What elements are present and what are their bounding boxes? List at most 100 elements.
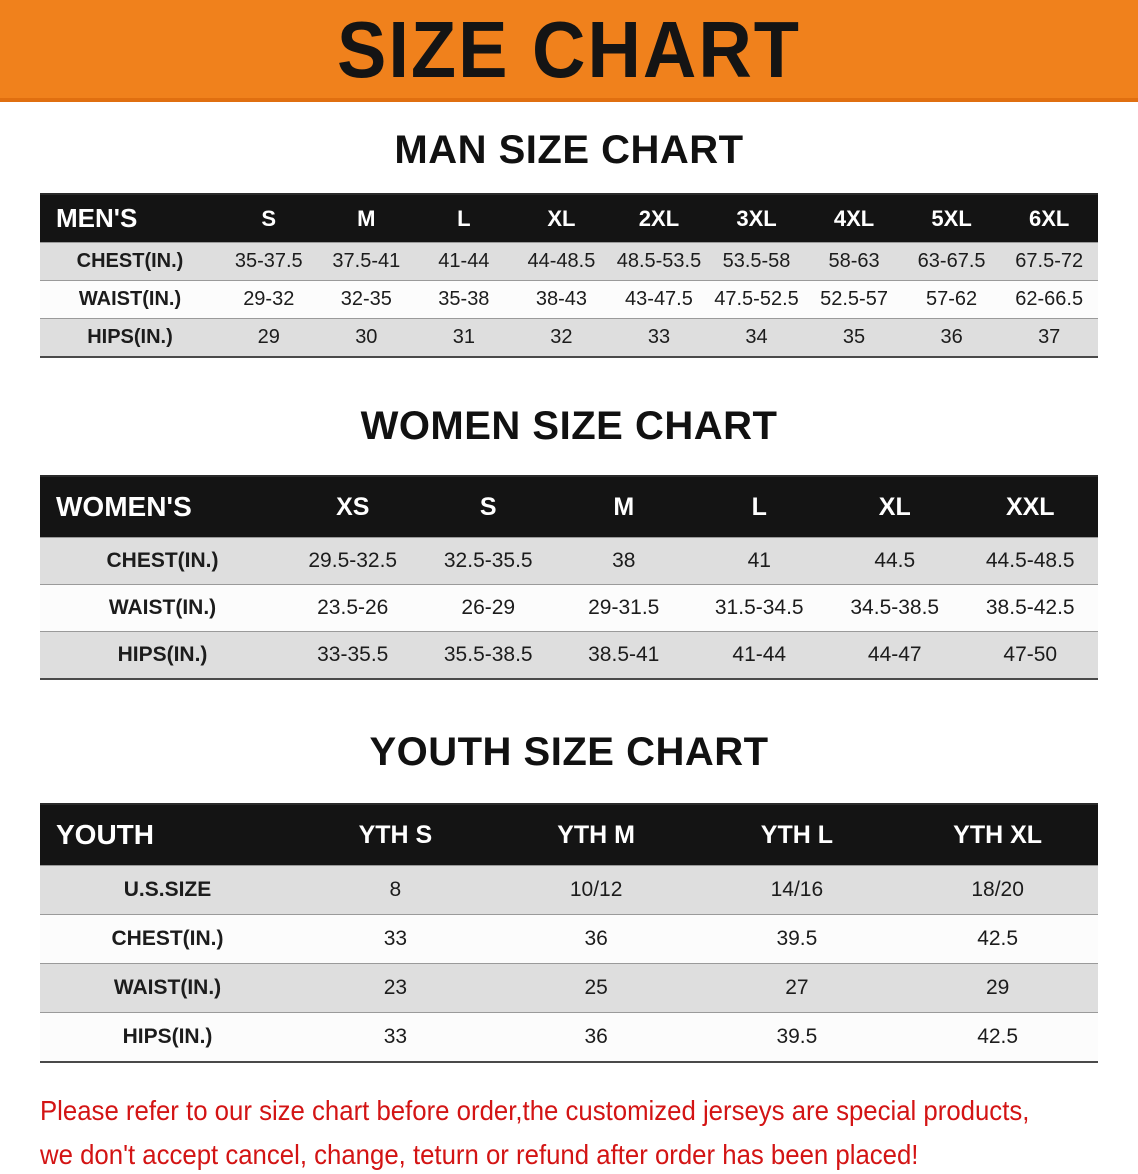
- table-row: CHEST(IN.) 29.5-32.5 32.5-35.5 38 41 44.5 44.5…: [40, 537, 1098, 585]
- men-section-heading: MAN SIZE CHART: [394, 128, 744, 172]
- size-column-header: 4XL: [805, 194, 903, 243]
- size-value: 52.5-57: [805, 280, 903, 319]
- size-value: 41-44: [691, 631, 827, 680]
- women-size-section: WOMEN SIZE CHART WOMEN'S XS S M L XL XXL CHEST(…: [0, 404, 1138, 680]
- size-column-header: 6XL: [1000, 194, 1098, 243]
- size-value: 41-44: [415, 242, 513, 281]
- table-header-row: WOMEN'S XS S M L XL XXL: [40, 476, 1098, 538]
- row-label: HIPS(IN.): [40, 631, 285, 680]
- size-value: 67.5-72: [1000, 242, 1098, 281]
- size-value: 62-66.5: [1000, 280, 1098, 319]
- row-label: HIPS(IN.): [40, 1012, 295, 1063]
- row-label: WAIST(IN.): [40, 963, 295, 1013]
- note-line-2: we don't accept cancel, change, teturn o…: [40, 1139, 919, 1171]
- row-label: WAIST(IN.): [40, 280, 220, 319]
- table-row: WAIST(IN.) 23.5-26 26-29 29-31.5 31.5-34.5 34…: [40, 584, 1098, 632]
- size-value: 44-48.5: [512, 242, 611, 281]
- banner: SIZE CHART: [0, 0, 1138, 102]
- size-column-header: S: [420, 476, 556, 538]
- row-label: HIPS(IN.): [40, 318, 220, 358]
- size-value: 33: [610, 318, 708, 358]
- table-row: HIPS(IN.) 33-35.5 35.5-38.5 38.5-41 41-44 44-…: [40, 631, 1098, 680]
- size-value: 29-31.5: [556, 584, 692, 632]
- size-value: 37.5-41: [317, 242, 416, 281]
- size-column-header: XXL: [962, 476, 1098, 538]
- size-value: 26-29: [420, 584, 556, 632]
- men-size-section: MAN SIZE CHART MEN'S S M L XL 2XL 3XL 4XL 5XL 6XL…: [0, 128, 1138, 358]
- row-label: CHEST(IN.): [40, 537, 285, 585]
- table-header-row: YOUTH YTH S YTH M YTH L YTH XL: [40, 804, 1098, 866]
- row-label: U.S.SIZE: [40, 865, 295, 915]
- size-column-header: YTH L: [696, 804, 898, 866]
- size-column-header: L: [691, 476, 827, 538]
- size-value: 57-62: [902, 280, 1001, 319]
- size-value: 14/16: [696, 865, 898, 915]
- table-header-row: MEN'S S M L XL 2XL 3XL 4XL 5XL 6XL: [40, 194, 1098, 243]
- row-label: CHEST(IN.): [40, 914, 295, 964]
- size-value: 32: [512, 318, 611, 358]
- footer-note: Please refer to our size chart before or…: [40, 1093, 1128, 1174]
- table-row: WAIST(IN.) 29-32 32-35 35-38 38-43 43-47.5 47.…: [40, 280, 1098, 319]
- size-column-header: M: [556, 476, 692, 538]
- men-size-table: MEN'S S M L XL 2XL 3XL 4XL 5XL 6XL CHEST(IN.) 35-37…: [40, 193, 1098, 358]
- size-value: 37: [1000, 318, 1098, 358]
- size-value: 8: [295, 865, 496, 915]
- size-value: 39.5: [696, 914, 898, 964]
- size-value: 47.5-52.5: [707, 280, 806, 319]
- table-row: HIPS(IN.) 29 30 31 32 33 34 35 36 37: [40, 318, 1098, 358]
- size-value: 34: [707, 318, 806, 358]
- size-value: 23: [295, 963, 496, 1013]
- size-column-header: L: [415, 194, 513, 243]
- size-value: 58-63: [805, 242, 903, 281]
- size-value: 33: [295, 1012, 496, 1063]
- size-value: 34.5-38.5: [827, 584, 963, 632]
- size-value: 41: [691, 537, 827, 585]
- table-corner-label: WOMEN'S: [40, 476, 285, 538]
- row-label: WAIST(IN.): [40, 584, 285, 632]
- size-column-header: XL: [512, 194, 611, 243]
- size-value: 39.5: [696, 1012, 898, 1063]
- youth-size-section: YOUTH SIZE CHART YOUTH YTH S YTH M YTH L YTH…: [0, 730, 1138, 1063]
- size-value: 32-35: [317, 280, 416, 319]
- size-value: 43-47.5: [610, 280, 708, 319]
- size-value: 23.5-26: [285, 584, 421, 632]
- size-value: 36: [495, 914, 697, 964]
- size-value: 33-35.5: [285, 631, 421, 680]
- size-value: 63-67.5: [902, 242, 1001, 281]
- table-corner-label: YOUTH: [40, 804, 295, 866]
- size-value: 42.5: [897, 1012, 1098, 1063]
- size-value: 29: [220, 318, 318, 358]
- size-value: 48.5-53.5: [610, 242, 708, 281]
- table-row: CHEST(IN.) 35-37.5 37.5-41 41-44 44-48.5 48.5…: [40, 242, 1098, 281]
- size-value: 35.5-38.5: [420, 631, 556, 680]
- size-value: 30: [317, 318, 416, 358]
- size-value: 10/12: [495, 865, 697, 915]
- size-value: 44.5: [827, 537, 963, 585]
- table-row: WAIST(IN.) 23 25 27 29: [40, 963, 1098, 1013]
- size-value: 36: [902, 318, 1001, 358]
- women-section-heading: WOMEN SIZE CHART: [360, 404, 778, 448]
- size-value: 32.5-35.5: [420, 537, 556, 585]
- size-value: 25: [495, 963, 697, 1013]
- table-row: HIPS(IN.) 33 36 39.5 42.5: [40, 1012, 1098, 1063]
- size-value: 38-43: [512, 280, 611, 319]
- size-value: 27: [696, 963, 898, 1013]
- size-value: 38.5-41: [556, 631, 692, 680]
- row-label: CHEST(IN.): [40, 242, 220, 281]
- size-column-header: M: [317, 194, 416, 243]
- size-value: 42.5: [897, 914, 1098, 964]
- women-size-table: WOMEN'S XS S M L XL XXL CHEST(IN.) 29.5-32.5 32.5…: [40, 475, 1098, 680]
- size-value: 38.5-42.5: [962, 584, 1098, 632]
- size-value: 53.5-58: [707, 242, 806, 281]
- size-column-header: 3XL: [707, 194, 806, 243]
- size-value: 29: [897, 963, 1098, 1013]
- size-column-header: YTH M: [495, 804, 697, 866]
- size-column-header: 5XL: [902, 194, 1001, 243]
- size-column-header: 2XL: [610, 194, 708, 243]
- size-value: 35-37.5: [220, 242, 318, 281]
- size-value: 31: [415, 318, 513, 358]
- size-value: 44.5-48.5: [962, 537, 1098, 585]
- size-column-header: YTH XL: [897, 804, 1098, 866]
- size-value: 36: [495, 1012, 697, 1063]
